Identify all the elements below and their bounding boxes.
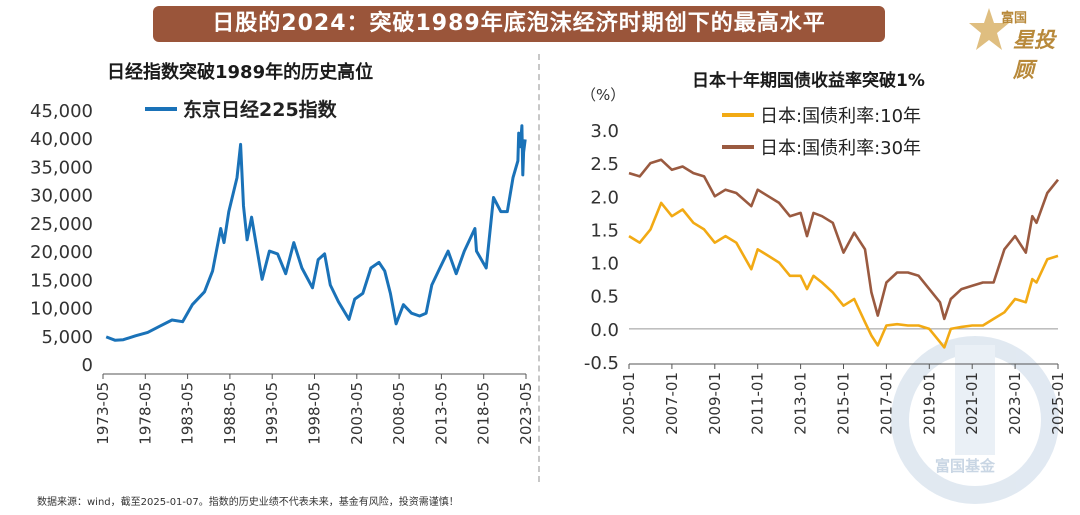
y-tick-label: 2.0 — [590, 187, 619, 208]
y-tick-label: 20,000 — [30, 242, 93, 263]
x-tick-label: 1983-05 — [179, 382, 197, 445]
x-tick-label: 2019-01 — [920, 372, 938, 435]
y-tick-label: 1.0 — [590, 254, 619, 275]
jgb-chart: -0.5 0.0 0.5 1.0 1.5 2.0 2.5 3.0 2005-01 2007-01 2… — [581, 86, 1067, 435]
x-tick-label: 2005-01 — [620, 372, 638, 435]
y-tick-label: 30,000 — [30, 186, 93, 207]
y-tick-label: 2.5 — [590, 154, 619, 175]
x-tick-label: 2025-01 — [1049, 372, 1067, 435]
legend-label: 日本:国债利率:30年 — [760, 138, 921, 159]
logo-name: 星投顾 — [1013, 28, 1055, 82]
y-tick-label: 1.5 — [590, 220, 619, 241]
x-tick-label: 2013-01 — [792, 372, 810, 435]
y-tick-label: 0 — [82, 355, 93, 376]
footnote: 数据来源：wind，截至2025-01-07。指数的历史业绩不代表未来，基金有风… — [37, 497, 459, 508]
series-line-1 — [628, 158, 1060, 321]
x-tick-label: 1988-05 — [221, 382, 239, 445]
y-tick-label: 40,000 — [30, 129, 93, 150]
x-tick-label: 2003-05 — [348, 382, 366, 445]
nikkei-chart-title: 日经指数突破1989年的历史高位 — [107, 62, 374, 83]
series-line-0 — [105, 124, 527, 342]
chart-divider — [538, 54, 540, 482]
y-tick-label: 3.0 — [590, 121, 619, 142]
legend-label: 东京日经225指数 — [183, 98, 338, 121]
logo-brand: 富国 — [1001, 11, 1028, 26]
x-tick-label: 2009-01 — [706, 372, 724, 435]
x-tick-label: 2023-05 — [517, 382, 535, 445]
nikkei-chart: 0 5,000 10,000 15,000 20,000 25,000 30,000 35,0… — [30, 98, 535, 445]
x-tick-label: 2021-01 — [963, 372, 981, 435]
x-tick-label: 2013-05 — [432, 382, 450, 445]
x-tick-label: 2017-01 — [877, 372, 895, 435]
series-line-0 — [628, 201, 1059, 349]
y-tick-label: 25,000 — [30, 214, 93, 235]
y-tick-label: 35,000 — [30, 157, 93, 178]
watermark-logo — [891, 336, 1059, 504]
legend-label: 日本:国债利率:10年 — [760, 106, 921, 127]
x-tick-label: 2008-05 — [390, 382, 408, 445]
page-title: 日股的2024：突破1989年底泡沫经济时期创下的最高水平 — [153, 6, 885, 42]
y-tick-label: 0.5 — [590, 287, 619, 308]
x-tick-label: 2015-01 — [835, 372, 853, 435]
y-tick-label: 15,000 — [30, 270, 93, 291]
y-tick-label: 0.0 — [590, 320, 619, 341]
x-tick-label: 2011-01 — [749, 372, 767, 435]
x-tick-label: 1978-05 — [136, 382, 154, 445]
x-tick-label: 2018-05 — [475, 382, 493, 445]
star-icon — [969, 8, 1009, 50]
y-tick-label: 10,000 — [30, 299, 93, 320]
x-tick-label: 2023-01 — [1006, 372, 1024, 435]
watermark-text: 富国基金 — [935, 457, 996, 475]
y-tick-label: -0.5 — [584, 353, 619, 374]
brand-logo: 富国 星投顾 — [965, 4, 1075, 82]
x-tick-label: 1993-05 — [263, 382, 281, 445]
jgb-chart-title: 日本十年期国债收益率突破1% — [692, 71, 925, 91]
x-tick-label: 1998-05 — [306, 382, 324, 445]
y-tick-label: 45,000 — [30, 101, 93, 122]
x-tick-label: 1973-05 — [94, 382, 112, 445]
y-axis-unit: （%） — [581, 86, 625, 104]
x-tick-label: 2007-01 — [663, 372, 681, 435]
y-tick-label: 5,000 — [41, 327, 93, 348]
